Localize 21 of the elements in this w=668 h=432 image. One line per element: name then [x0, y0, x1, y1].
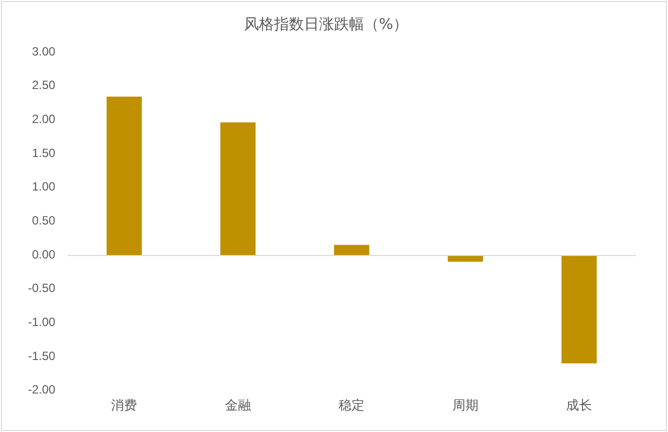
y-tick-label: 1.00 [32, 180, 56, 194]
y-tick-label: 0.50 [32, 214, 56, 228]
y-tick-label: 0.00 [32, 247, 56, 262]
y-tick-label: -1.50 [28, 348, 56, 363]
x-tick-label: 金融 [224, 398, 251, 414]
x-tick-label: 稳定 [338, 398, 365, 414]
y-tick-label: -0.50 [28, 281, 56, 296]
bar [106, 96, 142, 256]
y-tick-label: -2.00 [28, 382, 56, 397]
y-tick-label: 2.00 [32, 112, 56, 126]
x-tick-label: 周期 [452, 398, 478, 414]
y-tick-label: 3.00 [32, 44, 56, 58]
y-tick-label: 1.50 [32, 146, 56, 160]
chart-title: 风格指数日涨跌幅（%） [244, 14, 408, 33]
bar [220, 122, 256, 256]
x-tick-label: 成长 [566, 398, 592, 414]
bar [334, 244, 370, 256]
bar [562, 255, 597, 364]
x-tick-label: 消费 [111, 398, 138, 414]
y-tick-label: 2.50 [32, 78, 56, 92]
y-tick-label: -1.00 [28, 315, 56, 330]
